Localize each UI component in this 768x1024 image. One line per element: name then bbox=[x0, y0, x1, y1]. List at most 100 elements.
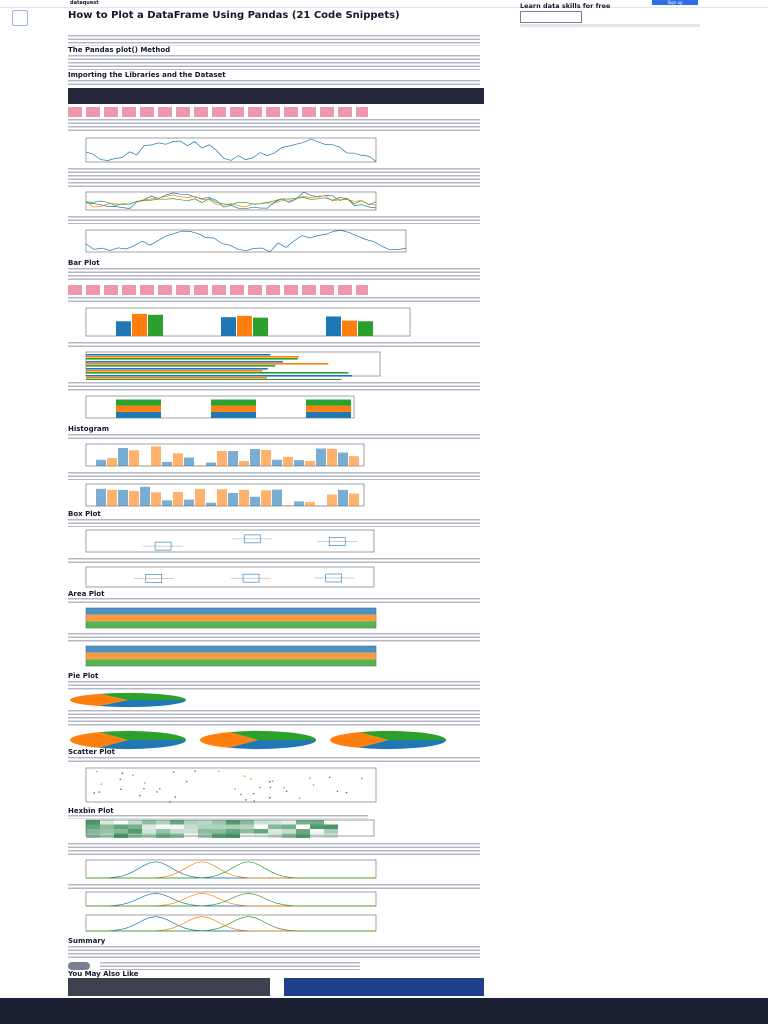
chart-decoration bbox=[226, 824, 240, 829]
chart-decoration bbox=[98, 740, 186, 749]
chart-image bbox=[68, 528, 378, 556]
chart-decoration bbox=[221, 317, 236, 336]
section-heading: Importing the Libraries and the Dataset bbox=[68, 71, 226, 79]
chart-decoration bbox=[156, 829, 170, 834]
chart-decoration bbox=[195, 488, 205, 506]
chart-decoration bbox=[342, 320, 357, 336]
chart-decoration bbox=[162, 500, 172, 506]
chart-graphic bbox=[85, 307, 411, 337]
chart-decoration bbox=[310, 820, 324, 825]
chart-decoration bbox=[254, 820, 268, 825]
chart-decoration bbox=[86, 861, 376, 879]
chart-decoration bbox=[217, 770, 220, 773]
chart-decoration bbox=[328, 776, 331, 779]
chart-decoration bbox=[243, 775, 246, 777]
chart-image bbox=[68, 692, 198, 708]
chart-decoration bbox=[338, 489, 348, 506]
chart-decoration bbox=[240, 829, 254, 834]
chart-decoration bbox=[86, 829, 100, 834]
chart-image bbox=[68, 306, 414, 340]
chart-decoration bbox=[86, 354, 271, 356]
chart-decoration bbox=[96, 459, 106, 466]
chart-decoration bbox=[282, 820, 296, 825]
chart-decoration bbox=[229, 731, 316, 741]
chart-decoration bbox=[128, 833, 142, 838]
section-heading: The Pandas plot() Method bbox=[68, 46, 171, 54]
chart-decoration bbox=[96, 488, 106, 506]
chart-decoration bbox=[156, 820, 170, 825]
chart-graphic bbox=[85, 914, 377, 932]
sign-up-button[interactable]: Sign up bbox=[652, 0, 698, 5]
chart-decoration bbox=[329, 732, 388, 748]
chart-decoration bbox=[282, 829, 296, 834]
paragraph bbox=[68, 55, 480, 70]
chart-decoration bbox=[156, 791, 158, 793]
chart-decoration bbox=[107, 458, 117, 466]
chart-decoration bbox=[285, 790, 288, 792]
chart-decoration bbox=[86, 379, 342, 381]
chart-decoration bbox=[269, 796, 271, 799]
chart-decoration bbox=[85, 191, 377, 210]
chart-decoration bbox=[142, 824, 156, 829]
chart-decoration bbox=[240, 833, 254, 838]
author-avatar bbox=[68, 962, 90, 970]
chart-decoration bbox=[268, 829, 282, 834]
chart-decoration bbox=[327, 448, 337, 466]
share-icon[interactable] bbox=[12, 10, 28, 26]
chart-decoration bbox=[358, 740, 446, 749]
chart-decoration bbox=[250, 496, 260, 506]
chart-decoration bbox=[271, 780, 274, 783]
chart-decoration bbox=[86, 916, 376, 932]
related-card[interactable] bbox=[68, 978, 270, 996]
chart-decoration bbox=[254, 829, 268, 834]
chart-decoration bbox=[128, 820, 142, 825]
chart-decoration bbox=[268, 824, 282, 829]
chart-decoration bbox=[198, 824, 212, 829]
chart-graphic bbox=[69, 731, 446, 749]
section-heading: Box Plot bbox=[68, 510, 101, 518]
chart-image bbox=[68, 394, 358, 422]
chart-decoration bbox=[86, 358, 298, 360]
chart-decoration bbox=[99, 693, 186, 701]
chart-decoration bbox=[310, 829, 324, 834]
chart-decoration bbox=[269, 780, 271, 783]
sidebar-form[interactable] bbox=[520, 11, 582, 23]
chart-decoration bbox=[228, 740, 316, 749]
chart-decoration bbox=[100, 783, 103, 785]
chart-graphic bbox=[85, 645, 377, 667]
chart-decoration bbox=[226, 833, 240, 838]
chart-decoration bbox=[142, 833, 156, 838]
chart-graphic bbox=[85, 395, 355, 419]
chart-decoration bbox=[129, 450, 139, 466]
chart-decoration bbox=[100, 829, 114, 834]
chart-decoration bbox=[100, 833, 114, 838]
chart-decoration bbox=[86, 916, 376, 932]
chart-decoration bbox=[253, 317, 268, 336]
chart-decoration bbox=[86, 608, 376, 615]
chart-decoration bbox=[86, 365, 276, 367]
chart-graphic bbox=[85, 483, 365, 507]
chart-decoration bbox=[283, 786, 285, 789]
section-heading: Histogram bbox=[68, 425, 110, 433]
chart-decoration bbox=[349, 456, 359, 466]
chart-decoration bbox=[269, 786, 272, 789]
chart-decoration bbox=[173, 491, 183, 506]
chart-decoration bbox=[119, 778, 122, 781]
chart-decoration bbox=[184, 499, 194, 506]
chart-decoration bbox=[240, 820, 254, 825]
chart-decoration bbox=[118, 448, 128, 466]
chart-decoration bbox=[283, 505, 293, 506]
paragraph bbox=[68, 558, 480, 563]
logo[interactable]: dataquest bbox=[70, 0, 99, 6]
chart-decoration bbox=[240, 824, 254, 829]
chart-decoration bbox=[358, 321, 373, 336]
chart-decoration bbox=[156, 825, 170, 830]
chart-decoration bbox=[326, 316, 341, 336]
chart-image bbox=[68, 818, 378, 840]
chart-decoration bbox=[268, 833, 282, 838]
related-card[interactable] bbox=[284, 978, 484, 996]
chart-graphic bbox=[85, 137, 377, 163]
paragraph bbox=[68, 884, 480, 889]
chart-decoration bbox=[96, 770, 98, 773]
chart-image bbox=[68, 858, 380, 882]
